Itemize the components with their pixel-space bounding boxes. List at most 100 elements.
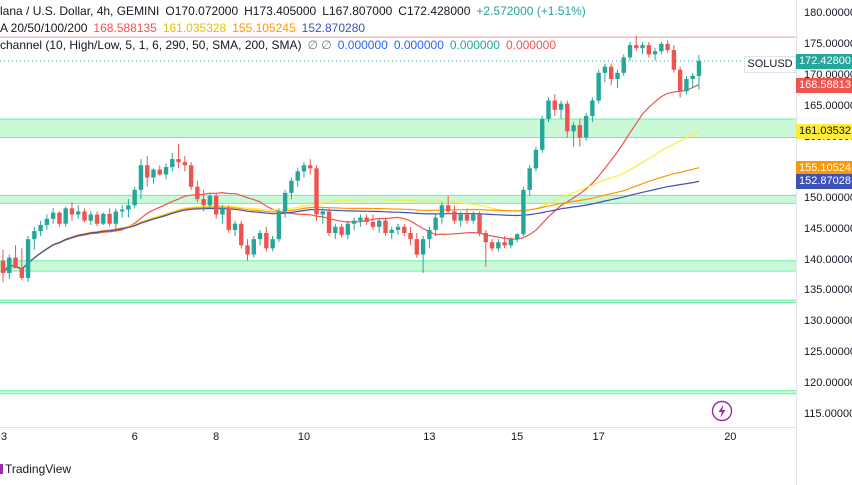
candle[interactable] bbox=[57, 211, 62, 227]
candle[interactable] bbox=[508, 237, 514, 249]
candle[interactable] bbox=[226, 205, 231, 233]
candle[interactable] bbox=[565, 100, 570, 138]
candle[interactable] bbox=[646, 42, 652, 58]
candle[interactable] bbox=[295, 168, 300, 187]
candle[interactable] bbox=[521, 186, 526, 237]
candle[interactable] bbox=[82, 208, 87, 223]
lightning-icon[interactable] bbox=[711, 400, 733, 422]
candle[interactable] bbox=[163, 163, 169, 180]
candle[interactable] bbox=[546, 97, 551, 123]
candle[interactable] bbox=[276, 208, 282, 243]
candle[interactable] bbox=[489, 239, 495, 252]
candle[interactable] bbox=[339, 223, 344, 238]
candle[interactable] bbox=[590, 97, 595, 123]
candle[interactable] bbox=[621, 54, 626, 76]
candle[interactable] bbox=[514, 232, 520, 243]
candle[interactable] bbox=[671, 45, 677, 73]
candle[interactable] bbox=[69, 202, 75, 221]
candle[interactable] bbox=[270, 236, 275, 252]
candle[interactable] bbox=[314, 165, 319, 221]
candle[interactable] bbox=[289, 177, 294, 200]
candle[interactable] bbox=[402, 223, 407, 237]
candle[interactable] bbox=[659, 42, 664, 55]
candle[interactable] bbox=[333, 223, 338, 240]
candle[interactable] bbox=[107, 208, 112, 227]
candle[interactable] bbox=[677, 66, 683, 98]
candle[interactable] bbox=[113, 208, 119, 229]
candle[interactable] bbox=[358, 214, 363, 227]
candle[interactable] bbox=[370, 214, 376, 230]
candle[interactable] bbox=[533, 146, 539, 172]
candle[interactable] bbox=[627, 42, 633, 61]
candle[interactable] bbox=[7, 254, 12, 280]
candle[interactable] bbox=[19, 248, 25, 281]
candle[interactable] bbox=[0, 249, 6, 283]
candle[interactable] bbox=[439, 202, 445, 224]
candle[interactable] bbox=[301, 162, 307, 178]
candle[interactable] bbox=[257, 229, 263, 246]
candle[interactable] bbox=[420, 236, 426, 274]
candle[interactable] bbox=[220, 205, 225, 224]
candle[interactable] bbox=[596, 69, 601, 104]
candle[interactable] bbox=[540, 115, 545, 153]
candle[interactable] bbox=[395, 223, 401, 235]
candle[interactable] bbox=[101, 212, 106, 225]
candle[interactable] bbox=[170, 152, 175, 172]
candle[interactable] bbox=[119, 205, 125, 218]
candle[interactable] bbox=[44, 214, 50, 230]
candle[interactable] bbox=[151, 168, 156, 184]
candle[interactable] bbox=[38, 220, 43, 237]
candle[interactable] bbox=[308, 159, 313, 175]
candle[interactable] bbox=[552, 94, 557, 116]
candle[interactable] bbox=[239, 220, 244, 249]
candle[interactable] bbox=[608, 63, 614, 86]
candle[interactable] bbox=[527, 165, 532, 197]
candle[interactable] bbox=[665, 40, 670, 53]
candle[interactable] bbox=[496, 239, 501, 252]
candle[interactable] bbox=[571, 122, 576, 147]
candle[interactable] bbox=[377, 217, 382, 233]
candle[interactable] bbox=[345, 220, 351, 240]
candle[interactable] bbox=[13, 245, 18, 269]
candle[interactable] bbox=[182, 155, 188, 172]
candle[interactable] bbox=[126, 199, 131, 218]
candle[interactable] bbox=[414, 232, 420, 258]
candle[interactable] bbox=[458, 211, 463, 227]
candle[interactable] bbox=[483, 229, 488, 267]
candle[interactable] bbox=[326, 208, 332, 237]
candle[interactable] bbox=[652, 48, 658, 61]
candle[interactable] bbox=[195, 180, 200, 203]
candle[interactable] bbox=[245, 239, 250, 261]
candle[interactable] bbox=[351, 217, 357, 230]
candle[interactable] bbox=[282, 189, 288, 218]
candle[interactable] bbox=[88, 211, 93, 225]
candle[interactable] bbox=[445, 196, 451, 215]
candle[interactable] bbox=[201, 189, 206, 212]
candle[interactable] bbox=[157, 165, 162, 176]
candle[interactable] bbox=[502, 236, 507, 249]
candle[interactable] bbox=[634, 35, 639, 52]
candle[interactable] bbox=[464, 208, 470, 224]
candle[interactable] bbox=[583, 112, 589, 141]
candle[interactable] bbox=[94, 211, 100, 227]
candle[interactable] bbox=[408, 226, 413, 246]
candle[interactable] bbox=[471, 211, 476, 224]
candle[interactable] bbox=[690, 72, 695, 89]
candle[interactable] bbox=[558, 100, 564, 120]
candle[interactable] bbox=[76, 205, 81, 219]
candle[interactable] bbox=[320, 208, 325, 224]
candle[interactable] bbox=[138, 159, 144, 200]
candle[interactable] bbox=[251, 236, 256, 258]
candle[interactable] bbox=[602, 63, 608, 83]
candle[interactable] bbox=[389, 226, 394, 240]
candle[interactable] bbox=[433, 214, 438, 237]
candle[interactable] bbox=[132, 186, 137, 209]
candle[interactable] bbox=[615, 69, 620, 89]
candle[interactable] bbox=[232, 220, 238, 237]
candle[interactable] bbox=[264, 226, 269, 252]
candle[interactable] bbox=[477, 211, 482, 237]
candle[interactable] bbox=[63, 206, 68, 227]
candle[interactable] bbox=[50, 208, 56, 224]
candle[interactable] bbox=[364, 214, 369, 225]
